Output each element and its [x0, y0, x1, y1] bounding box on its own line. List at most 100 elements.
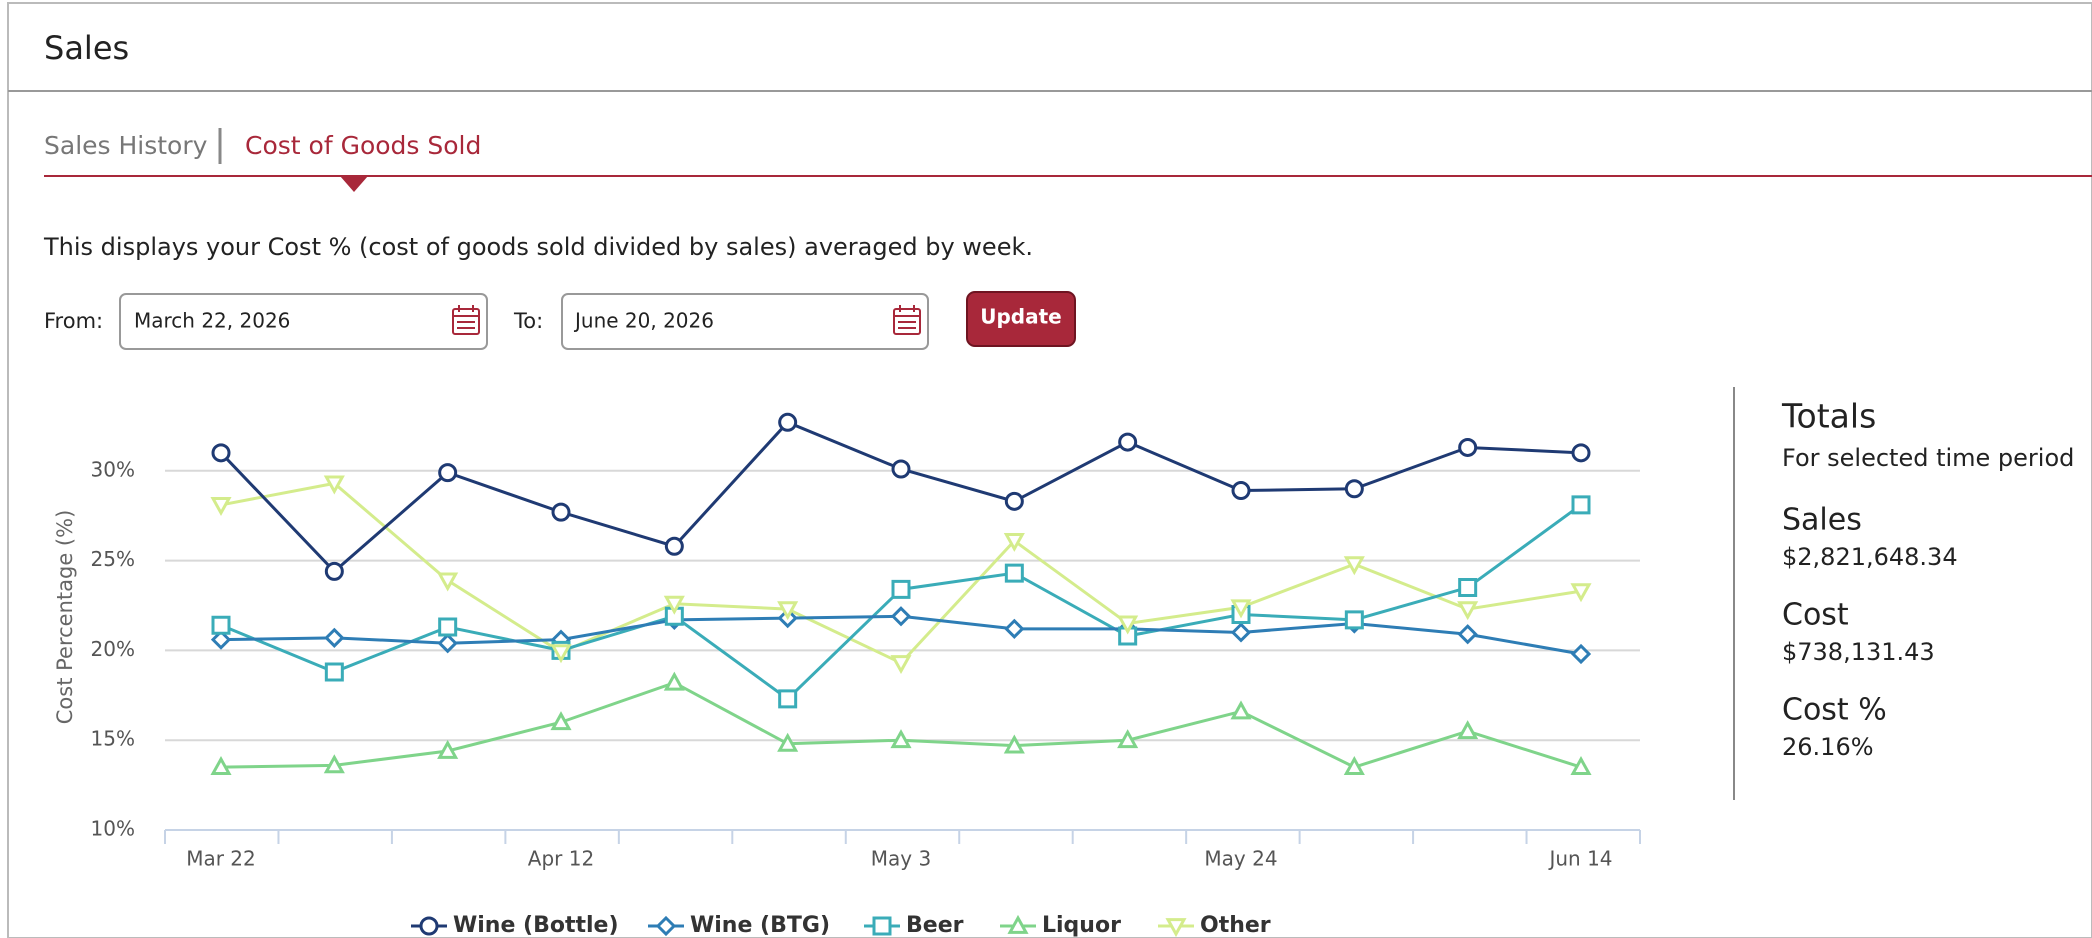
- marker: [1118, 432, 1138, 452]
- marker: [1344, 479, 1364, 499]
- marker: [1117, 615, 1139, 635]
- calendar-icon[interactable]: [893, 305, 921, 335]
- y-tick-label: 15%: [91, 727, 135, 751]
- marker: [323, 475, 345, 495]
- marker: [550, 711, 572, 731]
- marker: [1165, 918, 1187, 938]
- marker: [890, 655, 912, 675]
- marker: [1344, 610, 1364, 630]
- marker: [1230, 700, 1252, 720]
- marker: [550, 644, 572, 664]
- marker: [1458, 437, 1478, 457]
- marker: [1003, 734, 1025, 754]
- marker: [891, 459, 911, 479]
- y-tick-label: 30%: [91, 457, 135, 481]
- marker: [210, 497, 232, 517]
- marker: [1570, 756, 1592, 776]
- marker: [210, 629, 232, 650]
- marker: [211, 615, 231, 635]
- tab-active[interactable]: Cost of Goods Sold: [245, 131, 481, 160]
- marker: [324, 662, 344, 682]
- marker: [210, 756, 232, 776]
- totals-subtitle: For selected time period: [1782, 444, 2074, 472]
- marker: [438, 463, 458, 483]
- x-tick-label: May 3: [871, 847, 931, 871]
- marker: [1457, 624, 1478, 645]
- marker: [551, 502, 571, 522]
- marker: [437, 572, 459, 592]
- y-axis-title: Cost Percentage (%): [53, 510, 77, 725]
- x-tick-label: May 24: [1204, 847, 1277, 871]
- marker: [891, 579, 911, 599]
- totals-label: Cost: [1782, 598, 1849, 633]
- to-input[interactable]: [561, 293, 929, 350]
- marker: [437, 633, 458, 654]
- marker: [655, 915, 677, 937]
- totals-value: $738,131.43: [1782, 638, 1935, 666]
- legend-label: Beer: [906, 913, 964, 938]
- y-tick-label: 20%: [91, 637, 135, 661]
- page-title: Sales: [44, 29, 129, 67]
- legend-item[interactable]: Other: [1158, 913, 1271, 938]
- marker: [1004, 563, 1024, 583]
- totals-label: Cost %: [1782, 693, 1887, 728]
- tab-pointer: [340, 176, 368, 192]
- to-label: To:: [513, 309, 543, 333]
- legend-item[interactable]: Beer: [864, 913, 964, 938]
- marker: [438, 617, 458, 637]
- from-value: March 22, 2026: [134, 309, 290, 333]
- update-button-label[interactable]: Update: [980, 305, 1062, 329]
- marker: [778, 689, 798, 709]
- legend-label: Liquor: [1042, 913, 1121, 938]
- marker: [1004, 618, 1025, 639]
- marker: [437, 739, 459, 759]
- update-button[interactable]: [966, 291, 1076, 347]
- marker: [1571, 443, 1591, 463]
- from-label: From:: [44, 309, 103, 333]
- totals-value: 26.16%: [1782, 733, 1874, 761]
- x-tick-label: Mar 22: [186, 847, 256, 871]
- marker: [323, 754, 345, 774]
- marker: [1343, 556, 1365, 576]
- calendar-icon[interactable]: [452, 305, 480, 335]
- legend-label: Other: [1200, 913, 1271, 938]
- marker: [872, 916, 892, 936]
- marker: [663, 595, 685, 615]
- y-tick-label: 10%: [91, 817, 135, 841]
- marker: [419, 916, 439, 936]
- marker: [1571, 495, 1591, 515]
- marker: [1004, 491, 1024, 511]
- marker: [1457, 601, 1479, 621]
- x-tick-label: Jun 14: [1547, 847, 1612, 871]
- from-input[interactable]: [119, 293, 488, 350]
- legend-label: Wine (BTG): [690, 913, 830, 938]
- y-tick-label: 25%: [91, 547, 135, 571]
- marker: [1230, 599, 1252, 619]
- marker: [324, 561, 344, 581]
- marker: [324, 627, 345, 648]
- marker: [1007, 914, 1029, 934]
- tab[interactable]: Sales History: [44, 131, 208, 160]
- marker: [1570, 643, 1592, 665]
- legend-item[interactable]: Wine (BTG): [648, 913, 830, 938]
- marker: [777, 732, 799, 752]
- marker: [1343, 756, 1365, 776]
- marker: [211, 443, 231, 463]
- marker: [1230, 622, 1252, 643]
- legend-label: Wine (Bottle): [453, 913, 619, 938]
- marker: [1458, 578, 1478, 598]
- marker: [890, 606, 912, 627]
- totals-title: Totals: [1781, 397, 1876, 436]
- totals-value: $2,821,648.34: [1782, 543, 1958, 571]
- legend-item[interactable]: Wine (Bottle): [411, 913, 619, 938]
- marker: [777, 601, 799, 621]
- legend-item[interactable]: Liquor: [1000, 913, 1121, 938]
- x-tick-label: Apr 12: [528, 847, 594, 871]
- marker: [778, 412, 798, 432]
- marker: [1231, 481, 1251, 501]
- marker: [890, 729, 912, 749]
- description: This displays your Cost % (cost of goods…: [43, 233, 1033, 261]
- to-value: June 20, 2026: [573, 309, 714, 333]
